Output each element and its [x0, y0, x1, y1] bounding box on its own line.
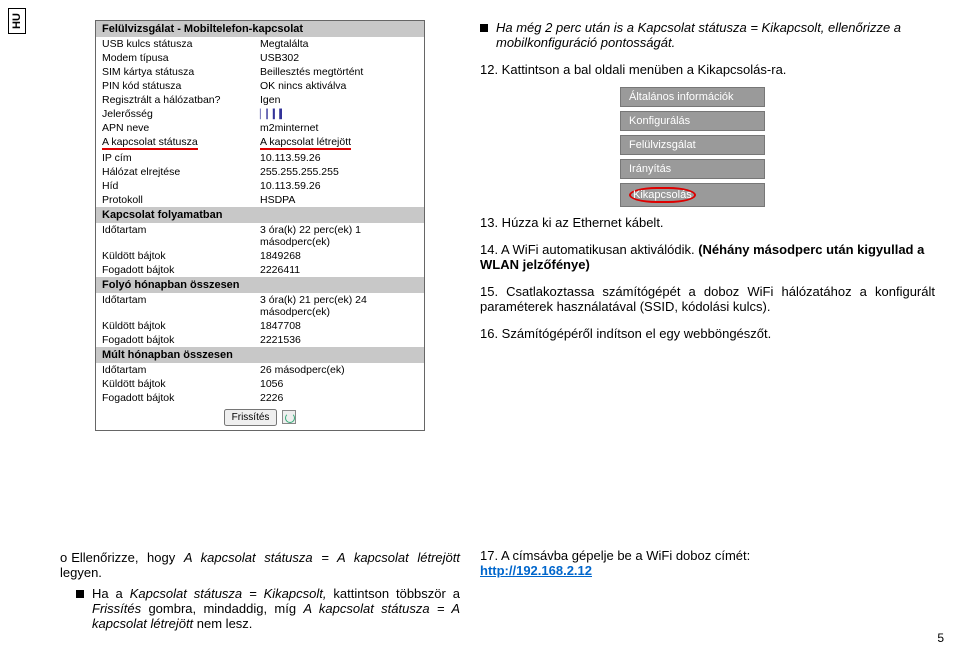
row-val: 2226 [260, 392, 418, 404]
row-val: A kapcsolat létrejött [260, 136, 418, 150]
row-val: HSDPA [260, 194, 418, 206]
row-val: 1847708 [260, 320, 418, 332]
row-val: Igen [260, 94, 418, 106]
row-key: Modem típusa [102, 52, 260, 64]
row-val: 10.113.59.26 [260, 152, 418, 164]
bullet-icon [76, 590, 84, 598]
row-val: USB302 [260, 52, 418, 64]
row-val: 255.255.255.255 [260, 166, 418, 178]
row-key: Küldött bájtok [102, 320, 260, 332]
step-16: 16. Számítógépéről indítson el egy webbö… [480, 326, 935, 341]
page-number: 5 [937, 631, 944, 645]
row-val: ▏▎▍▌ [260, 108, 418, 120]
row-key: Jelerősség [102, 108, 260, 120]
panel2-header: Kapcsolat folyamatban [96, 207, 424, 223]
refresh-icon[interactable] [282, 410, 296, 424]
panel4-header: Múlt hónapban összesen [96, 347, 424, 363]
row-key: Fogadott bájtok [102, 392, 260, 404]
row-key: Küldött bájtok [102, 250, 260, 262]
step-12: 12. Kattintson a bal oldali menüben a Ki… [480, 62, 935, 77]
row-key: Regisztrált a hálózatban? [102, 94, 260, 106]
row-val: 3 óra(k) 21 perc(ek) 24 másodperc(ek) [260, 294, 418, 318]
menu-config[interactable]: Konfigurálás [620, 111, 765, 131]
row-val: OK nincs aktiválva [260, 80, 418, 92]
row-key: Időtartam [102, 294, 260, 318]
step-14: 14. A WiFi automatikusan aktiválódik. (N… [480, 242, 935, 272]
panel3-header: Folyó hónapban összesen [96, 277, 424, 293]
step-17: 17. A címsávba gépelje be a WiFi doboz c… [480, 548, 935, 578]
row-val: m2minternet [260, 122, 418, 134]
row-key: Hálózat elrejtése [102, 166, 260, 178]
row-key: PIN kód státusza [102, 80, 260, 92]
menu-review[interactable]: Felülvizsgálat [620, 135, 765, 155]
menu-off[interactable]: Kikapcsolás [620, 183, 765, 207]
menu-control[interactable]: Irányítás [620, 159, 765, 179]
row-key: IP cím [102, 152, 260, 164]
row-val: 10.113.59.26 [260, 180, 418, 192]
refresh-button[interactable]: Frissítés [224, 409, 278, 426]
row-key: Fogadott bájtok [102, 264, 260, 276]
row-val: 2221536 [260, 334, 418, 346]
row-val: Megtalálta [260, 38, 418, 50]
url-link[interactable]: http://192.168.2.12 [480, 563, 592, 578]
side-menu: Általános információk Konfigurálás Felül… [620, 87, 935, 207]
row-key: APN neve [102, 122, 260, 134]
panel1-header: Felülvizsgálat - Mobiltelefon-kapcsolat [96, 21, 424, 37]
row-key: USB kulcs státusza [102, 38, 260, 50]
row-val: 1056 [260, 378, 418, 390]
row-key: Időtartam [102, 364, 260, 376]
row-val: 26 másodperc(ek) [260, 364, 418, 376]
row-key: Protokoll [102, 194, 260, 206]
instructions: Ha még 2 perc után is a Kapcsolat státus… [480, 20, 935, 353]
row-val: 1849268 [260, 250, 418, 262]
step-15: 15. Csatlakoztassa számítógépét a doboz … [480, 284, 935, 314]
row-val: 3 óra(k) 22 perc(ek) 1 másodperc(ek) [260, 224, 418, 248]
row-key: Fogadott bájtok [102, 334, 260, 346]
row-val: 2226411 [260, 264, 418, 276]
row-key: Küldött bájtok [102, 378, 260, 390]
menu-general[interactable]: Általános információk [620, 87, 765, 107]
row-key: A kapcsolat státusza [102, 136, 260, 150]
status-panel: Felülvizsgálat - Mobiltelefon-kapcsolat … [95, 20, 425, 431]
row-key: SIM kártya státusza [102, 66, 260, 78]
check-note: oEllenőrizze, hogy A kapcsolat státusza … [60, 550, 460, 631]
row-key: Híd [102, 180, 260, 192]
row-val: Beillesztés megtörtént [260, 66, 418, 78]
step-13: 13. Húzza ki az Ethernet kábelt. [480, 215, 935, 230]
row-key: Időtartam [102, 224, 260, 248]
bullet-icon [480, 24, 488, 32]
note-text: Ha még 2 perc után is a Kapcsolat státus… [496, 20, 901, 50]
language-tab: HU [8, 8, 26, 34]
